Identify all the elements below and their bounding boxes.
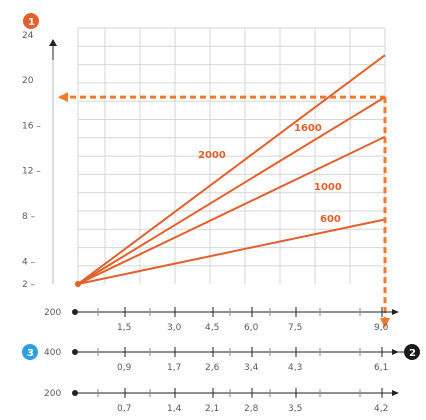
x-scale-tick-label: 3,5 bbox=[288, 404, 302, 414]
x-scale-tick-label: 1,4 bbox=[167, 404, 182, 414]
x-scale-arrowhead bbox=[392, 309, 399, 315]
x-scale-tick-label: 4,2 bbox=[374, 404, 388, 414]
series-label: 600 bbox=[320, 214, 341, 225]
series-label: 2000 bbox=[198, 150, 226, 161]
x-scale-tick-label: 4,5 bbox=[205, 323, 219, 333]
y-tick-label: 20 bbox=[22, 76, 34, 86]
x-scale-tick-label: 2,8 bbox=[244, 404, 259, 414]
y-tick-labels: 2 – 4 – 8 – 12 – 16 – 20 24 bbox=[22, 31, 41, 290]
x-scales: 200 1,5 3,0 4,5 6,0 7,5 9,0 400 0,9 1,7 2,6 3,4 4,3 6… bbox=[44, 307, 399, 414]
x-scale-arrowhead bbox=[392, 390, 399, 396]
series-line bbox=[77, 96, 386, 285]
readout-markers bbox=[58, 92, 390, 328]
x-scale-tick-label: 0,9 bbox=[117, 363, 132, 373]
badge-left bbox=[22, 344, 38, 360]
x-scale-label: 200 bbox=[44, 308, 61, 318]
badges: 1 3 2 bbox=[22, 13, 420, 360]
x-scale-tick-label: 6,0 bbox=[244, 323, 259, 333]
axes bbox=[49, 39, 57, 284]
badge-top bbox=[23, 13, 39, 29]
x-scale-label: 400 bbox=[44, 348, 61, 358]
readout-arrow-left bbox=[58, 92, 68, 103]
origin-point bbox=[75, 281, 81, 287]
y-tick-label: 16 – bbox=[22, 121, 41, 131]
x-scale-tick-label: 3,4 bbox=[244, 363, 259, 373]
y-axis-arrowhead bbox=[49, 39, 57, 46]
y-tick-label: 12 – bbox=[22, 167, 41, 177]
x-scale-tick-label: 9,0 bbox=[374, 323, 389, 333]
series-line bbox=[77, 218, 386, 285]
y-tick-label: 4 – bbox=[22, 257, 36, 267]
y-tick-label: 2 – bbox=[22, 280, 36, 290]
y-tick-label: 8 – bbox=[22, 212, 36, 222]
readout-arrow-down bbox=[380, 318, 390, 328]
x-scale-tick-label: 2,1 bbox=[205, 404, 219, 414]
badge-top-label: 1 bbox=[28, 17, 35, 28]
series-line bbox=[77, 54, 386, 285]
x-scale-tick-label: 1,5 bbox=[117, 323, 131, 333]
badge-left-label: 3 bbox=[27, 348, 34, 359]
series-labels: 2000 1600 1000 600 bbox=[198, 123, 342, 225]
y-tick-label: 24 bbox=[22, 31, 34, 41]
x-scale-tick-label: 4,3 bbox=[288, 363, 302, 373]
x-scale-tick-label: 6,1 bbox=[374, 363, 388, 373]
grid bbox=[77, 27, 386, 284]
x-scale-tick-label: 3,0 bbox=[167, 323, 182, 333]
x-scale-tick-label: 7,5 bbox=[288, 323, 302, 333]
badge-right-label: 2 bbox=[409, 348, 416, 359]
series-label: 1600 bbox=[294, 123, 322, 134]
series-lines bbox=[75, 54, 386, 287]
x-scale-tick-label: 2,6 bbox=[205, 363, 220, 373]
x-scale-label: 200 bbox=[44, 389, 61, 399]
series-line bbox=[77, 135, 386, 285]
series-label: 1000 bbox=[314, 182, 342, 193]
x-scale-tick-label: 0,7 bbox=[117, 404, 131, 414]
x-scale-tick-label: 1,7 bbox=[167, 363, 181, 373]
badge-right bbox=[404, 344, 420, 360]
